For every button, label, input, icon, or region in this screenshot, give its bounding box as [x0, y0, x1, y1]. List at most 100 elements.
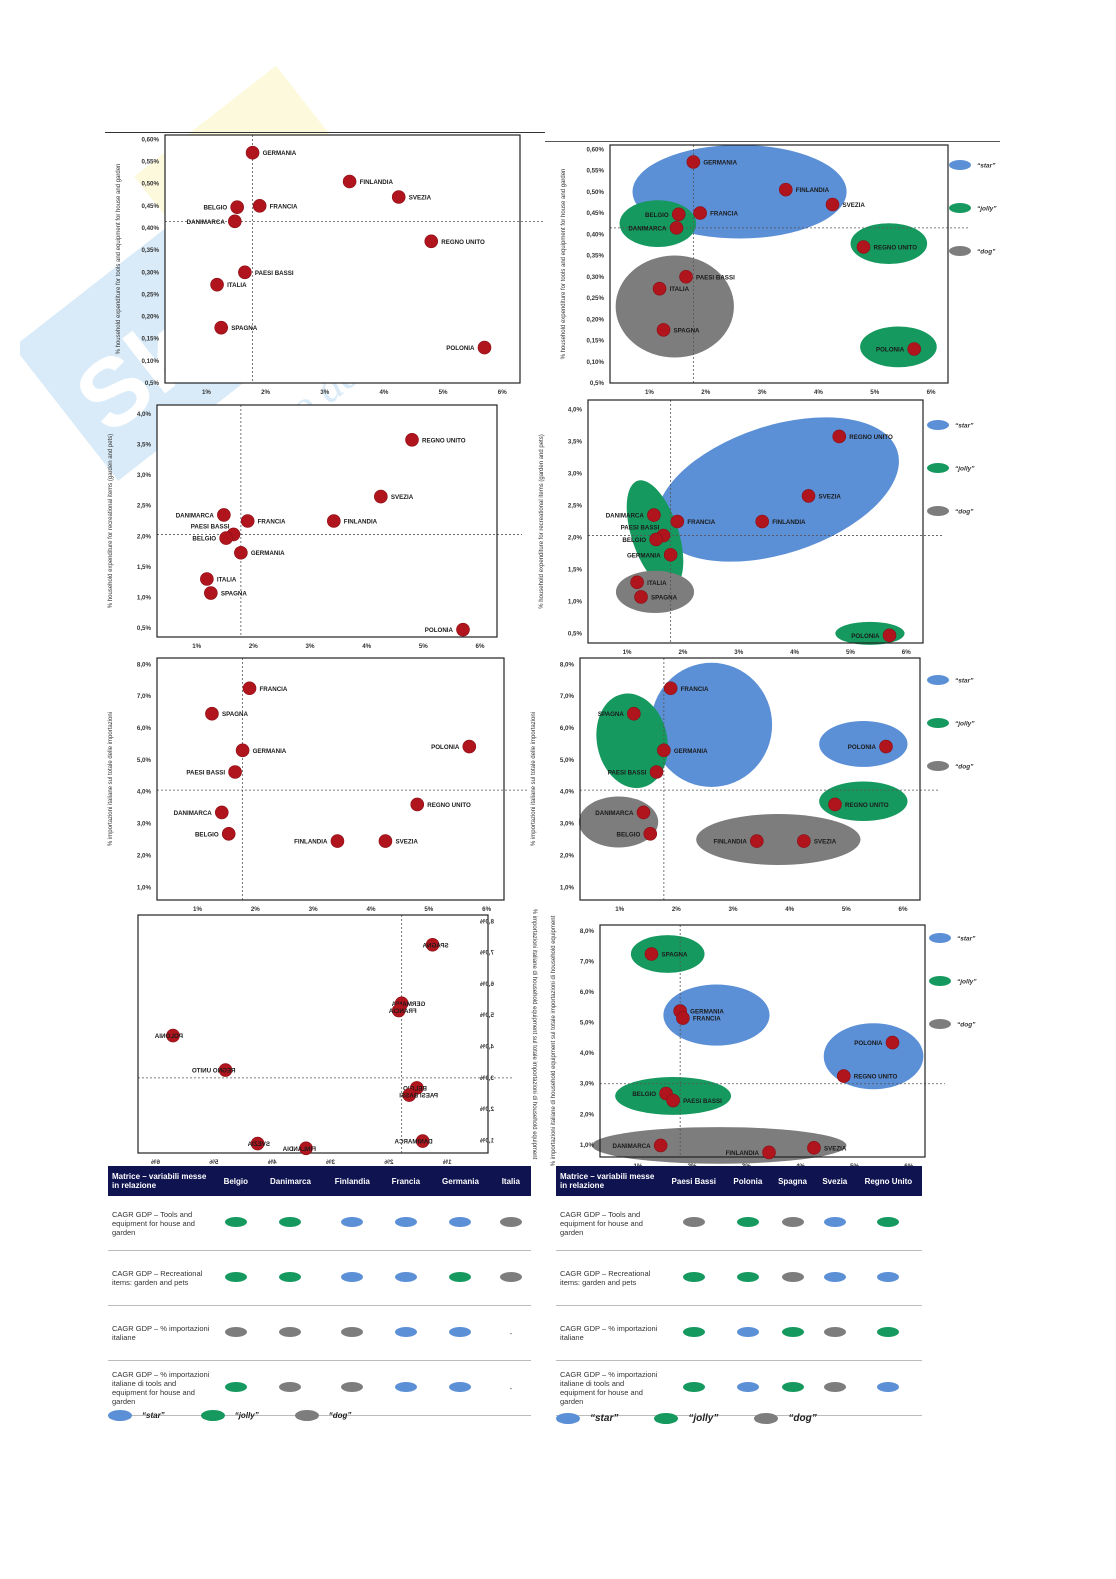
plot-frame: [137, 914, 489, 1154]
row-label: CAGR GDP – % importazioni italiane: [556, 1305, 662, 1361]
x-tick-label: 5%: [439, 389, 448, 396]
matrix-cell: [662, 1305, 726, 1361]
chart-italian-imports: 1,0% 2,0% 3,0% 4,0% 5,0% 6,0% 7,0% 8,0% 1% 2% 3% 4%…: [105, 650, 529, 913]
point-label: BELGIO: [192, 536, 216, 543]
star-indicator: [394, 1382, 417, 1392]
legend-label: “jolly”: [234, 1411, 259, 1420]
cluster-jolly: [850, 223, 928, 264]
x-tick-label: 1%: [615, 906, 624, 913]
matrix-cell: [430, 1196, 491, 1251]
y-tick-label: 0,15%: [586, 338, 604, 345]
star-legend-label: “star”: [977, 163, 996, 170]
y-tick-label: 2,0%: [560, 852, 575, 859]
data-point: [462, 739, 477, 754]
y-tick-label: 6,0%: [479, 981, 494, 988]
data-point: [836, 1069, 851, 1083]
y-tick-label: 3,0%: [479, 1075, 494, 1082]
star-indicator: [394, 1272, 417, 1282]
star-indicator: [736, 1382, 759, 1392]
data-point: [456, 622, 470, 637]
data-point: [405, 432, 419, 447]
jolly-indicator: [736, 1217, 759, 1227]
point-label: GERMANIA: [253, 748, 287, 755]
point-label: DANIMARCA: [174, 810, 213, 817]
data-point: [214, 805, 229, 820]
point-label: REGNO UNITO: [422, 437, 466, 444]
y-tick-label: 0,20%: [141, 314, 159, 321]
dog-indicator: [823, 1382, 846, 1392]
point-label: GERMANIA: [263, 150, 297, 157]
cluster-jolly: [819, 781, 908, 822]
data-point: [856, 240, 871, 254]
table-row: CAGR GDP – Tools and equipment for house…: [556, 1196, 922, 1251]
star-legend-swatch: [929, 933, 951, 943]
country-column-header: Belgio: [214, 1166, 258, 1196]
y-tick-label: 4,0%: [580, 1050, 595, 1057]
matrix-cell: [814, 1360, 855, 1416]
data-point: [234, 545, 248, 560]
data-point: [342, 174, 357, 189]
data-point: [240, 514, 255, 528]
country-column-header: Svezia: [814, 1166, 855, 1196]
data-point: [245, 145, 260, 160]
data-point: [663, 681, 678, 696]
data-point: [204, 586, 218, 600]
dog-indicator: [279, 1327, 302, 1337]
legend-item-jolly: “jolly”: [200, 1410, 259, 1421]
data-point: [778, 182, 793, 197]
chart-household-equipment-imports-clustered: 1,0%2,0%3,0%4,0%5,0%6,0%7,0%8,0%1%2%3%4%…: [545, 910, 1000, 1170]
country-column-header: Polonia: [725, 1166, 771, 1196]
x-tick-label: 6%: [498, 389, 507, 396]
chart-recreational-items: 0,5% 1,0% 1,5% 2,0% 2,5% 3,0% 3,5% 4,0% 1% 2% 3% 4%…: [105, 400, 522, 655]
data-point: [679, 269, 693, 284]
plot-frame: [156, 657, 505, 901]
legend-item-star: “star”: [556, 1413, 618, 1424]
jolly-legend-swatch: [927, 463, 949, 473]
x-tick-label: 2%: [672, 906, 681, 913]
y-tick-label: 3,0%: [580, 1081, 595, 1088]
point-label: FRANCIA: [270, 203, 298, 210]
y-tick-label: 2,0%: [580, 1111, 595, 1118]
point-label: FRANCIA: [710, 211, 738, 218]
country-column-header: Germania: [430, 1166, 491, 1196]
dog-indicator: [224, 1327, 247, 1337]
jolly-indicator: [682, 1327, 705, 1337]
dog-indicator: [682, 1217, 705, 1227]
data-point: [327, 514, 341, 528]
matrix-cell: [814, 1305, 855, 1361]
x-tick-label: 3%: [309, 906, 318, 913]
data-point: [415, 1134, 430, 1148]
scatter-chart: 1,0% 2,0% 3,0% 4,0% 5,0% 6,0% 7,0% 8,0% 1% 2% 3% 4%…: [137, 909, 537, 1166]
cluster-dog: [615, 255, 734, 358]
cluster-dog: [578, 796, 659, 848]
matrix-cell: [854, 1305, 922, 1361]
x-tick-label: 5%: [842, 906, 851, 913]
point-label: ITALIA: [670, 286, 690, 293]
dog-indicator: [499, 1272, 522, 1282]
jolly-indicator: [682, 1272, 705, 1282]
y-tick-label: 0,50%: [141, 181, 159, 188]
point-label: SPAGNA: [222, 711, 249, 718]
data-point: [221, 826, 236, 841]
jolly-legend-label: “jolly”: [955, 721, 975, 728]
matrix-cell: [257, 1360, 324, 1416]
matrix-cell: [490, 1196, 531, 1251]
y-tick-label: 5,0%: [560, 757, 575, 764]
star-swatch: [108, 1410, 132, 1421]
point-label: BELGIO: [622, 537, 646, 544]
data-point: [391, 1003, 406, 1018]
point-label: FRANCIA: [260, 686, 288, 693]
jolly-indicator: [877, 1217, 900, 1227]
jolly-indicator: [877, 1327, 900, 1337]
y-tick-label: 0,5%: [568, 630, 583, 637]
data-point: [166, 1028, 180, 1043]
row-label: CAGR GDP – Recreational items: garden an…: [108, 1250, 214, 1306]
cluster-dog: [615, 570, 695, 613]
data-point: [214, 320, 229, 335]
point-label: FRANCIA: [681, 686, 709, 693]
jolly-legend-label: “jolly”: [977, 206, 997, 213]
star-indicator: [449, 1327, 472, 1337]
y-tick-label: 1,5%: [137, 564, 152, 571]
point-label: SVEZIA: [391, 494, 414, 501]
x-tick-label: 6%: [927, 389, 936, 396]
